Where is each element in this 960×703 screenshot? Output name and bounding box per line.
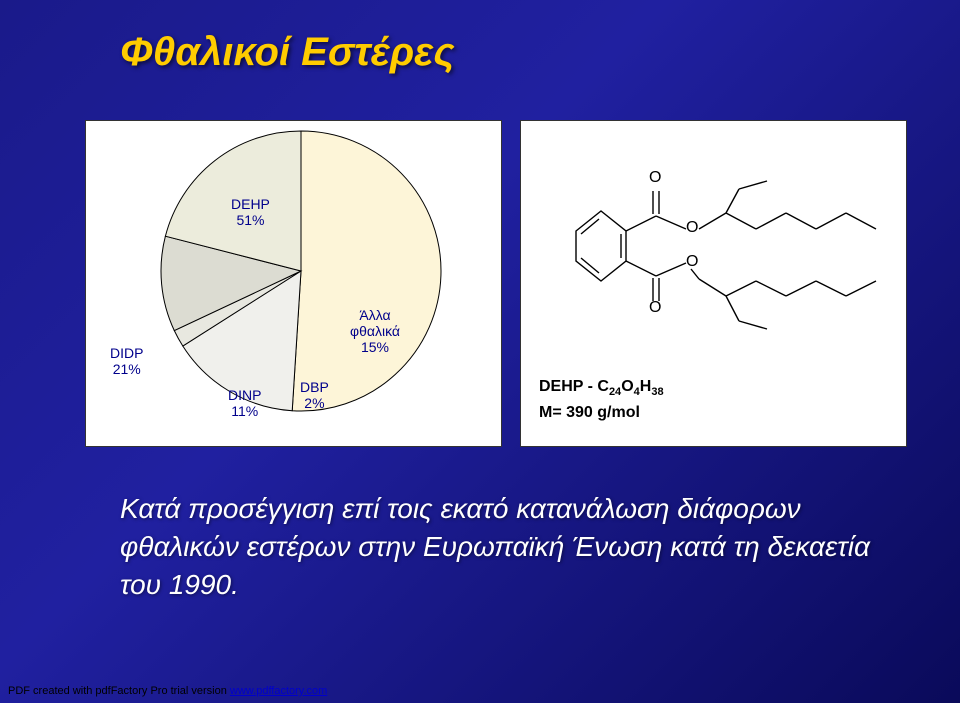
slide: Φθαλικοί Εστέρες DEHP51% Άλλαφθαλικά15% … — [0, 0, 960, 703]
pie-label-dehp: DEHP51% — [231, 196, 270, 228]
atom-o: O — [686, 253, 698, 271]
caption-text: Κατά προσέγγιση επί τοις εκατό κατανάλωσ… — [120, 490, 880, 603]
molecule-panel: O O O O DEHP - C24O4H38 M= 390 g/mol — [520, 120, 907, 447]
slide-title: Φθαλικοί Εστέρες — [120, 30, 455, 75]
pie-slice — [292, 131, 441, 411]
molecule-molar-mass: M= 390 g/mol — [539, 404, 640, 422]
atom-o: O — [649, 299, 661, 317]
atom-o: O — [686, 219, 698, 237]
molecule-drawing — [521, 121, 906, 371]
pie-label-dinp: DINP11% — [228, 387, 261, 419]
pie-label-dbp: DBP2% — [300, 379, 329, 411]
pie-chart — [86, 121, 501, 446]
molecule-formula: DEHP - C24O4H38 — [539, 378, 664, 398]
footer-text: PDF created with pdfFactory Pro trial ve… — [8, 685, 230, 697]
pie-label-didp: DIDP21% — [110, 345, 143, 377]
atom-o: O — [649, 169, 661, 187]
pie-label-alla: Άλλαφθαλικά15% — [350, 307, 400, 355]
pdf-footer: PDF created with pdfFactory Pro trial ve… — [8, 685, 327, 697]
pie-chart-panel: DEHP51% Άλλαφθαλικά15% DBP2% DINP11% DID… — [85, 120, 502, 447]
footer-link[interactable]: www.pdffactory.com — [230, 685, 327, 697]
